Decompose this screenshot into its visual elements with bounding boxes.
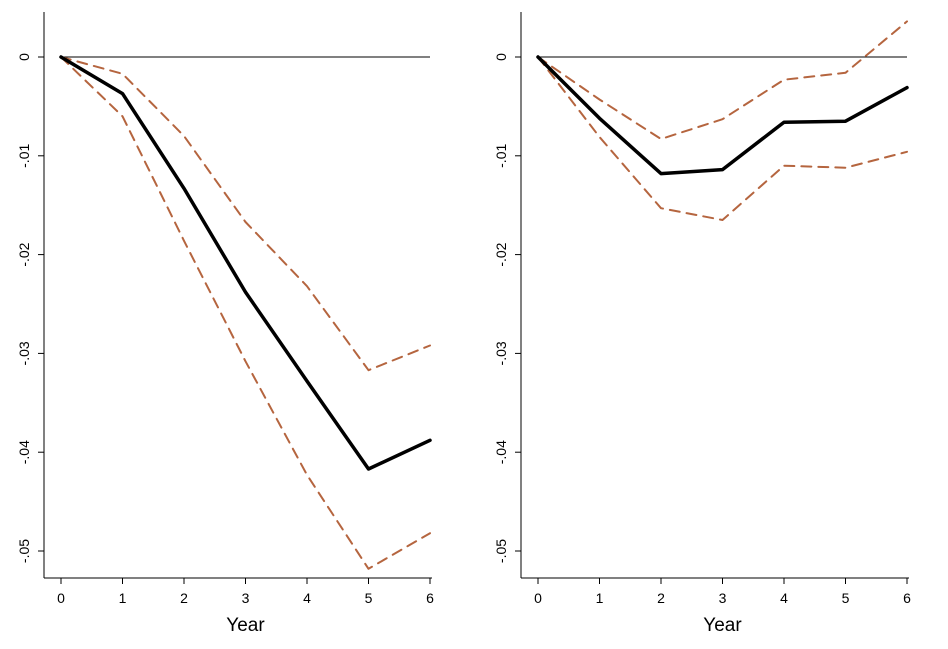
y-tick-label: -.05 [16,539,32,563]
x-tick-label: 0 [57,590,65,606]
x-tick-label: 6 [903,590,911,606]
x-tick-label: 5 [842,590,850,606]
estimate-line [536,55,909,176]
lower-bound-line [60,56,431,570]
y-tick-label: -.03 [493,341,509,365]
y-tick-label: -.02 [493,242,509,266]
y-tick-label: -.04 [493,440,509,464]
lower-bound-line [537,56,908,221]
y-tick-label: -.05 [493,539,509,563]
x-axis-title: Year [226,615,265,636]
y-tick-label: -.03 [16,341,32,365]
x-tick-label: 2 [657,590,665,606]
x-tick-label: 6 [426,590,434,606]
y-tick-label: -.04 [16,440,32,464]
x-axis-title: Year [703,615,742,636]
x-tick-label: 0 [534,590,542,606]
x-tick-label: 3 [242,590,250,606]
y-tick-label: -.01 [16,144,32,168]
x-tick-label: 4 [780,590,788,606]
left-panel: 0 -.01 -.02 -.03 -.04 -.05 0 1 2 3 4 5 6 Year [16,12,434,636]
y-tick-label: -.01 [493,144,509,168]
x-tick-label: 1 [596,590,604,606]
estimate-line [59,55,432,471]
upper-bound-line [537,20,908,140]
x-tick-label: 3 [719,590,727,606]
y-tick-label: -.02 [16,242,32,266]
y-tick-label: 0 [493,53,509,61]
x-tick-label: 2 [180,590,188,606]
upper-bound-line [60,56,431,372]
x-tick-label: 5 [365,590,373,606]
y-tick-label: 0 [16,53,32,61]
x-tick-label: 4 [303,590,311,606]
right-panel: 0 -.01 -.02 -.03 -.04 -.05 0 1 2 3 4 5 6 Year [493,12,911,636]
x-tick-label: 1 [119,590,127,606]
